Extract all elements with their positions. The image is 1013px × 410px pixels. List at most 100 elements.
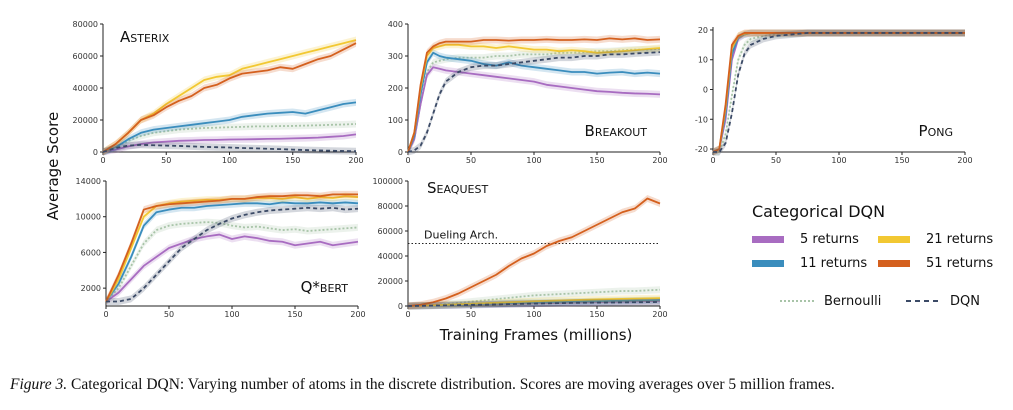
- panel-seaquest-y-tick-label: 0: [398, 302, 403, 311]
- panel-q-bert-x-tick-label: 100: [224, 310, 239, 319]
- legend-label: 11 returns: [800, 256, 867, 271]
- panel-q-bert-x-tick-label: 150: [287, 310, 302, 319]
- caption-label: Figure 3.: [10, 376, 68, 393]
- legend-label: Bernoulli: [824, 294, 881, 309]
- panel-q-bert-y-tick-label: 6000: [81, 248, 101, 257]
- panel-pong-band-5-returns: [713, 29, 965, 156]
- panel-pong-x-tick-label: 50: [771, 156, 781, 165]
- panel-breakout-x-tick-label: 0: [405, 156, 410, 165]
- panel-seaquest-band-51-returns: [408, 195, 660, 310]
- figure-caption: Figure 3. Categorical DQN: Varying numbe…: [10, 376, 1005, 394]
- panel-seaquest-x-tick-label: 150: [589, 310, 604, 319]
- panel-breakout-y-tick-label: 300: [388, 52, 403, 61]
- panel-seaquest-y-tick-label: 80000: [378, 202, 403, 211]
- panel-pong-series-51-returns: [712, 32, 965, 153]
- legend-swatch: [752, 260, 784, 267]
- panel-pong-x-tick-label: 100: [831, 156, 846, 165]
- panel-breakout: 0 50 100 150 200 0 100 200 300 400 Breakout: [388, 20, 668, 165]
- panel-pong-x-tick-label: 150: [894, 156, 909, 165]
- panel-breakout-series-21-returns: [407, 43, 661, 153]
- legend-label: 5 returns: [800, 232, 859, 247]
- panel-seaquest-series-51-returns: [407, 197, 661, 307]
- panel-breakout-y-tick-label: 200: [388, 84, 403, 93]
- panel-q-bert-x-tick-label: 200: [350, 310, 365, 319]
- legend: Categorical DQN 5 returns 21 returns 11 ret…: [752, 202, 993, 309]
- panel-pong-y-tick-label: -20: [695, 145, 708, 154]
- panel-breakout-band-11-returns: [408, 49, 660, 156]
- legend-swatch: [878, 236, 910, 243]
- panel-asterix-series-bernoulli: [102, 123, 357, 153]
- panel-q-bert-y-tick-label: 2000: [81, 284, 101, 293]
- panel-asterix-y-tick-label: 60000: [73, 52, 98, 61]
- panel-asterix-series-51-returns: [102, 42, 357, 153]
- panel-seaquest-x-tick-label: 50: [466, 310, 476, 319]
- panel-q-bert-title: Q*bert: [301, 278, 349, 296]
- panel-asterix-x-tick-label: 150: [285, 156, 300, 165]
- panel-seaquest-y-tick-label: 60000: [378, 227, 403, 236]
- panel-pong-title: Pong: [919, 122, 953, 140]
- panel-asterix-series-dqn: [102, 143, 357, 153]
- panel-q-bert-x-tick-label: 50: [164, 310, 174, 319]
- legend-label: 21 returns: [926, 232, 993, 247]
- legend-item-5-returns: 5 returns: [752, 232, 859, 247]
- panel-asterix-series-5-returns: [102, 133, 357, 153]
- panel-seaquest-x-tick-label: 200: [652, 310, 667, 319]
- panel-seaquest-x-tick-label: 100: [526, 310, 541, 319]
- panel-asterix-x-tick-label: 50: [161, 156, 171, 165]
- caption-text: Categorical DQN: Varying number of atoms…: [67, 376, 835, 393]
- panel-breakout-series-51-returns: [407, 37, 661, 153]
- panel-asterix-y-tick-label: 80000: [73, 20, 98, 29]
- panel-asterix-x-tick-label: 100: [222, 156, 237, 165]
- legend-label: 51 returns: [926, 256, 993, 271]
- panel-seaquest-y-tick-label: 20000: [378, 277, 403, 286]
- x-axis-label: Training Frames (millions): [439, 326, 633, 344]
- panel-asterix-band-5-returns: [103, 130, 356, 156]
- panel-breakout-series-5-returns: [407, 66, 661, 153]
- panel-pong-series-bernoulli: [713, 32, 965, 153]
- panel-asterix-y-tick-label: 40000: [73, 84, 98, 93]
- panel-pong-y-tick-label: -10: [695, 115, 708, 124]
- panel-q-bert-series-5-returns: [105, 233, 359, 303]
- panel-seaquest-y-tick-label: 100000: [372, 177, 403, 186]
- panel-breakout-band-5-returns: [408, 63, 660, 156]
- panel-breakout-y-tick-label: 0: [398, 148, 403, 157]
- panel-breakout-x-tick-label: 200: [652, 156, 667, 165]
- panel-seaquest: 0 50 100 150 200 0 20000 40000 60000 80000 100000 D…: [372, 177, 667, 319]
- legend-label: DQN: [950, 294, 980, 309]
- panel-seaquest-x-tick-label: 0: [405, 310, 410, 319]
- panel-asterix-band-21-returns: [103, 36, 356, 156]
- panel-pong-x-tick-label: 200: [957, 156, 972, 165]
- legend-swatch: [878, 260, 910, 267]
- y-axis-label: Average Score: [44, 112, 62, 220]
- legend-title: Categorical DQN: [752, 202, 885, 221]
- panel-pong-y-tick-label: 10: [698, 56, 708, 65]
- panel-q-bert-band-5-returns: [106, 231, 358, 306]
- panel-asterix-x-tick-label: 0: [100, 156, 105, 165]
- panel-q-bert-series-11-returns: [105, 201, 359, 303]
- legend-item-11-returns: 11 returns: [752, 256, 867, 271]
- panel-q-bert: 0 50 100 150 200 2000 6000 10000 14000 Q*bert: [76, 177, 366, 319]
- panel-pong-y-tick-label: 0: [703, 86, 708, 95]
- panel-seaquest-y-tick-label: 40000: [378, 252, 403, 261]
- panel-breakout-y-tick-label: 100: [388, 116, 403, 125]
- panel-seaquest-series-dqn: [407, 301, 661, 307]
- panel-asterix-title: Asterix: [120, 28, 170, 46]
- panel-asterix-y-tick-label: 0: [93, 148, 98, 157]
- panel-pong-y-tick-label: 20: [698, 26, 708, 35]
- panel-breakout-y-tick-label: 400: [388, 20, 403, 29]
- panel-asterix: 0 50 100 150 200 0 20000 40000 60000 80000 Asterix: [73, 20, 364, 165]
- figure-canvas: 0 50 100 150 200020000400006000080000Asterix…: [44, 20, 993, 344]
- legend-item-51-returns: 51 returns: [878, 256, 993, 271]
- panel-q-bert-series-dqn: [106, 206, 359, 303]
- panel-q-bert-band-bernoulli: [106, 218, 358, 306]
- panel-seaquest-title: Seaquest: [427, 179, 488, 197]
- panel-asterix-series-11-returns: [102, 101, 357, 153]
- legend-item-bernoulli: Bernoulli: [780, 294, 881, 309]
- panel-breakout-x-tick-label: 50: [466, 156, 476, 165]
- panel-pong-x-tick-label: 0: [710, 156, 715, 165]
- legend-item-21-returns: 21 returns: [878, 232, 993, 247]
- panel-breakout-series-bernoulli: [407, 48, 661, 153]
- panel-q-bert-y-tick-label: 14000: [76, 177, 101, 186]
- panel-q-bert-x-tick-label: 0: [103, 310, 108, 319]
- panel-pong-series-dqn: [713, 32, 965, 153]
